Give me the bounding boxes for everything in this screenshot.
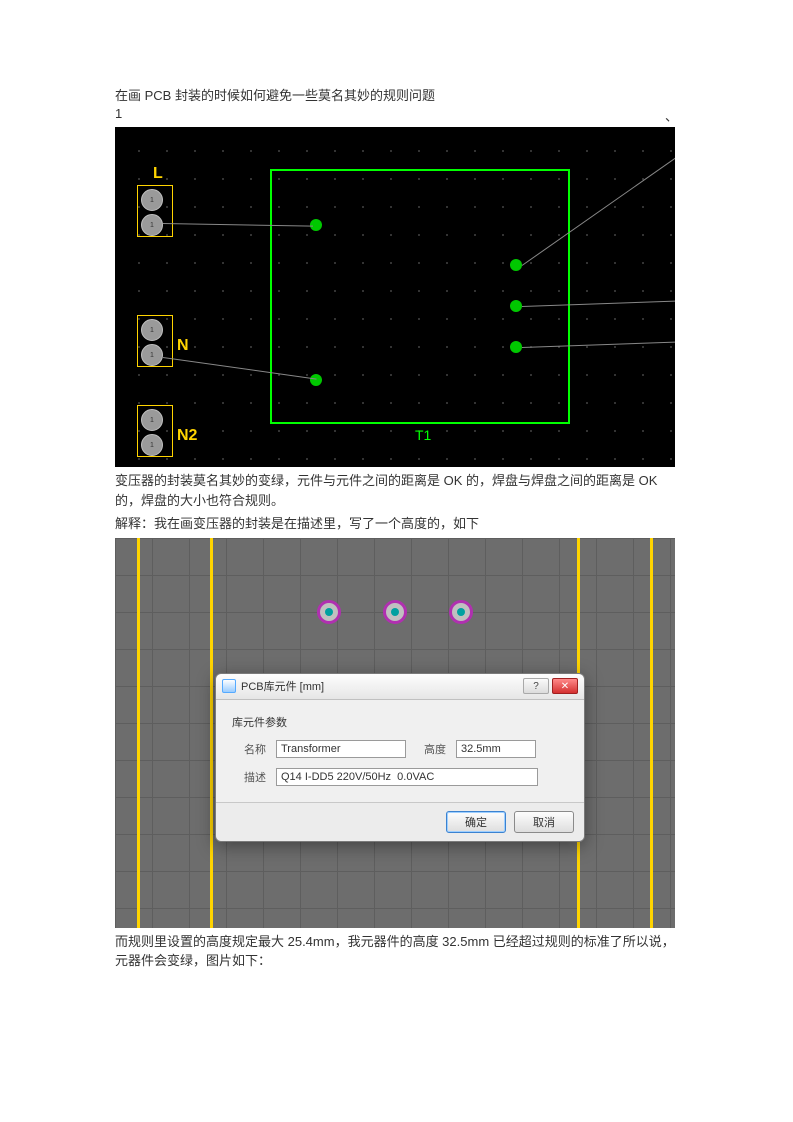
fieldset-legend: 库元件参数	[232, 714, 568, 730]
continuation-mark: 、	[665, 106, 678, 125]
library-component-dialog: PCB库元件 [mm] ? ✕ 库元件参数 名称 高度 描述 确定 取消	[215, 673, 585, 842]
close-button[interactable]: ✕	[552, 678, 578, 694]
page-number: 1	[115, 106, 122, 125]
pad: 1	[141, 344, 163, 366]
dialog-title: PCB库元件 [mm]	[241, 678, 324, 694]
pad-pair-n: 1 1	[141, 319, 163, 369]
pad: 1	[141, 189, 163, 211]
pad: 1	[141, 434, 163, 456]
pad-pair-n2: 1 1	[141, 409, 163, 459]
courtyard-edge	[650, 538, 653, 928]
page-number-row: 1 、	[115, 106, 678, 125]
footprint-pad	[317, 600, 341, 624]
transformer-pin	[510, 341, 522, 353]
silk-label-l: L	[153, 165, 163, 183]
body-paragraph-3: 而规则里设置的高度规定最大 25.4mm，我元器件的高度 32.5mm 已经超过…	[115, 932, 678, 971]
page-title: 在画 PCB 封装的时候如何避免一些莫名其妙的规则问题	[115, 85, 678, 104]
pad-pair-l: 1 1	[141, 189, 163, 239]
name-input[interactable]	[276, 740, 406, 758]
silk-label-n2: N2	[177, 427, 197, 445]
dialog-titlebar[interactable]: PCB库元件 [mm] ? ✕	[216, 674, 584, 700]
transformer-pin	[310, 374, 322, 386]
pad: 1	[141, 319, 163, 341]
body-paragraph-1: 变压器的封装莫名其妙的变绿，元件与元件之间的距离是 OK 的，焊盘与焊盘之间的距…	[115, 471, 678, 510]
dialog-body: 库元件参数 名称 高度 描述	[216, 700, 584, 802]
footprint-pad	[383, 600, 407, 624]
transformer-pin	[510, 300, 522, 312]
desc-label: 描述	[232, 769, 266, 785]
desc-input[interactable]	[276, 768, 538, 786]
name-label: 名称	[232, 741, 266, 757]
silk-label-n: N	[177, 337, 189, 355]
height-label: 高度	[416, 741, 446, 757]
pad-hole	[457, 608, 465, 616]
pad-hole	[391, 608, 399, 616]
pad: 1	[141, 214, 163, 236]
height-input[interactable]	[456, 740, 536, 758]
footprint-pad	[449, 600, 473, 624]
cancel-button[interactable]: 取消	[514, 811, 574, 833]
courtyard-edge	[137, 538, 140, 928]
footprint-editor-screenshot: PCB库元件 [mm] ? ✕ 库元件参数 名称 高度 描述 确定 取消	[115, 538, 675, 928]
help-button[interactable]: ?	[523, 678, 549, 694]
pad-hole	[325, 608, 333, 616]
courtyard-edge	[210, 538, 213, 928]
body-paragraph-2: 解释：我在画变压器的封装是在描述里，写了一个高度的，如下	[115, 514, 678, 534]
app-icon	[222, 679, 236, 693]
dialog-footer: 确定 取消	[216, 802, 584, 841]
ref-label-t1: T1	[415, 427, 431, 443]
pcb-editor-screenshot: 1 1 1 1 1 1 L N N2 T1	[115, 127, 675, 467]
ok-button[interactable]: 确定	[446, 811, 506, 833]
transformer-pin	[510, 259, 522, 271]
pad: 1	[141, 409, 163, 431]
